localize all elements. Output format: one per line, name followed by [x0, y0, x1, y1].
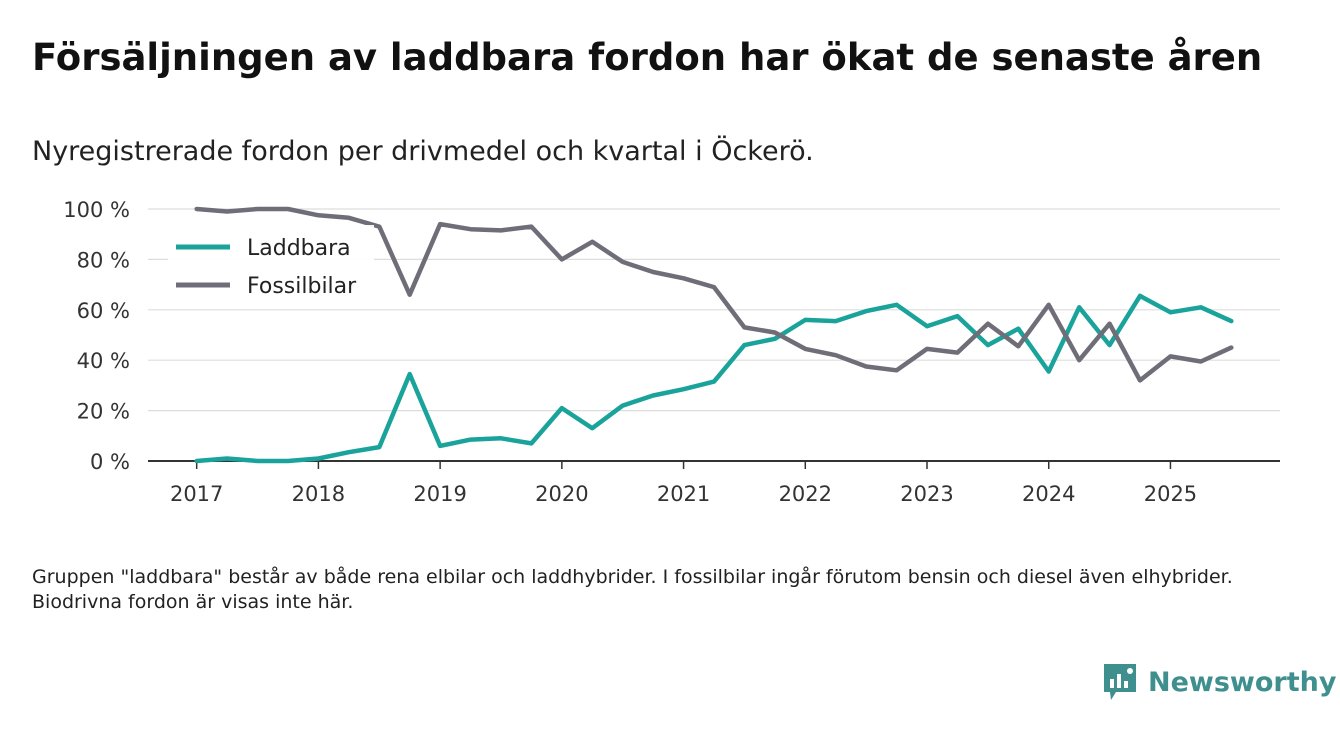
series-line-fossilbilar — [194, 206, 1234, 383]
legend-label-fossilbilar: Fossilbilar — [247, 274, 357, 299]
y-tick-label: 0 % — [90, 450, 130, 474]
legend-background — [168, 225, 374, 307]
x-tick-label: 2024 — [1022, 482, 1075, 506]
brand-name: Newsworthy — [1148, 666, 1337, 698]
y-tick-label: 20 % — [77, 400, 130, 424]
y-axis: 0 % 20 % 40 % 60 % 80 % 100 % — [63, 198, 130, 474]
x-tick-label: 2025 — [1144, 482, 1197, 506]
x-tick-label: 2022 — [779, 482, 832, 506]
series-lines — [194, 206, 1234, 464]
chart-subtitle: Nyregistrerade fordon per drivmedel och … — [32, 136, 814, 167]
brand: Newsworthy — [1102, 662, 1336, 702]
x-tick-label: 2017 — [170, 482, 223, 506]
y-tick-label: 40 % — [77, 349, 130, 373]
legend: Laddbara Fossilbilar — [168, 225, 374, 307]
newsworthy-logo-icon — [1104, 664, 1136, 700]
footnote: Gruppen "laddbara" består av både rena e… — [32, 566, 1233, 613]
legend-label-laddbara: Laddbara — [247, 236, 351, 261]
y-tick-label: 80 % — [77, 248, 130, 272]
chart-title: Försäljningen av laddbara fordon har öka… — [32, 36, 1263, 79]
series-line-laddbara — [194, 293, 1234, 464]
x-axis: 2017 2018 2019 2020 2021 2022 2023 2024 2025 — [148, 460, 1280, 506]
x-tick-label: 2021 — [657, 482, 710, 506]
x-tick-label: 2019 — [413, 482, 466, 506]
x-tick-label: 2023 — [900, 482, 953, 506]
y-tick-label: 100 % — [63, 198, 130, 222]
x-tick-label: 2018 — [292, 482, 345, 506]
line-chart: 0 % 20 % 40 % 60 % 80 % 100 % 2017 2018 2019 202… — [63, 198, 1280, 506]
y-tick-label: 60 % — [77, 299, 130, 323]
x-tick-label: 2020 — [535, 482, 588, 506]
